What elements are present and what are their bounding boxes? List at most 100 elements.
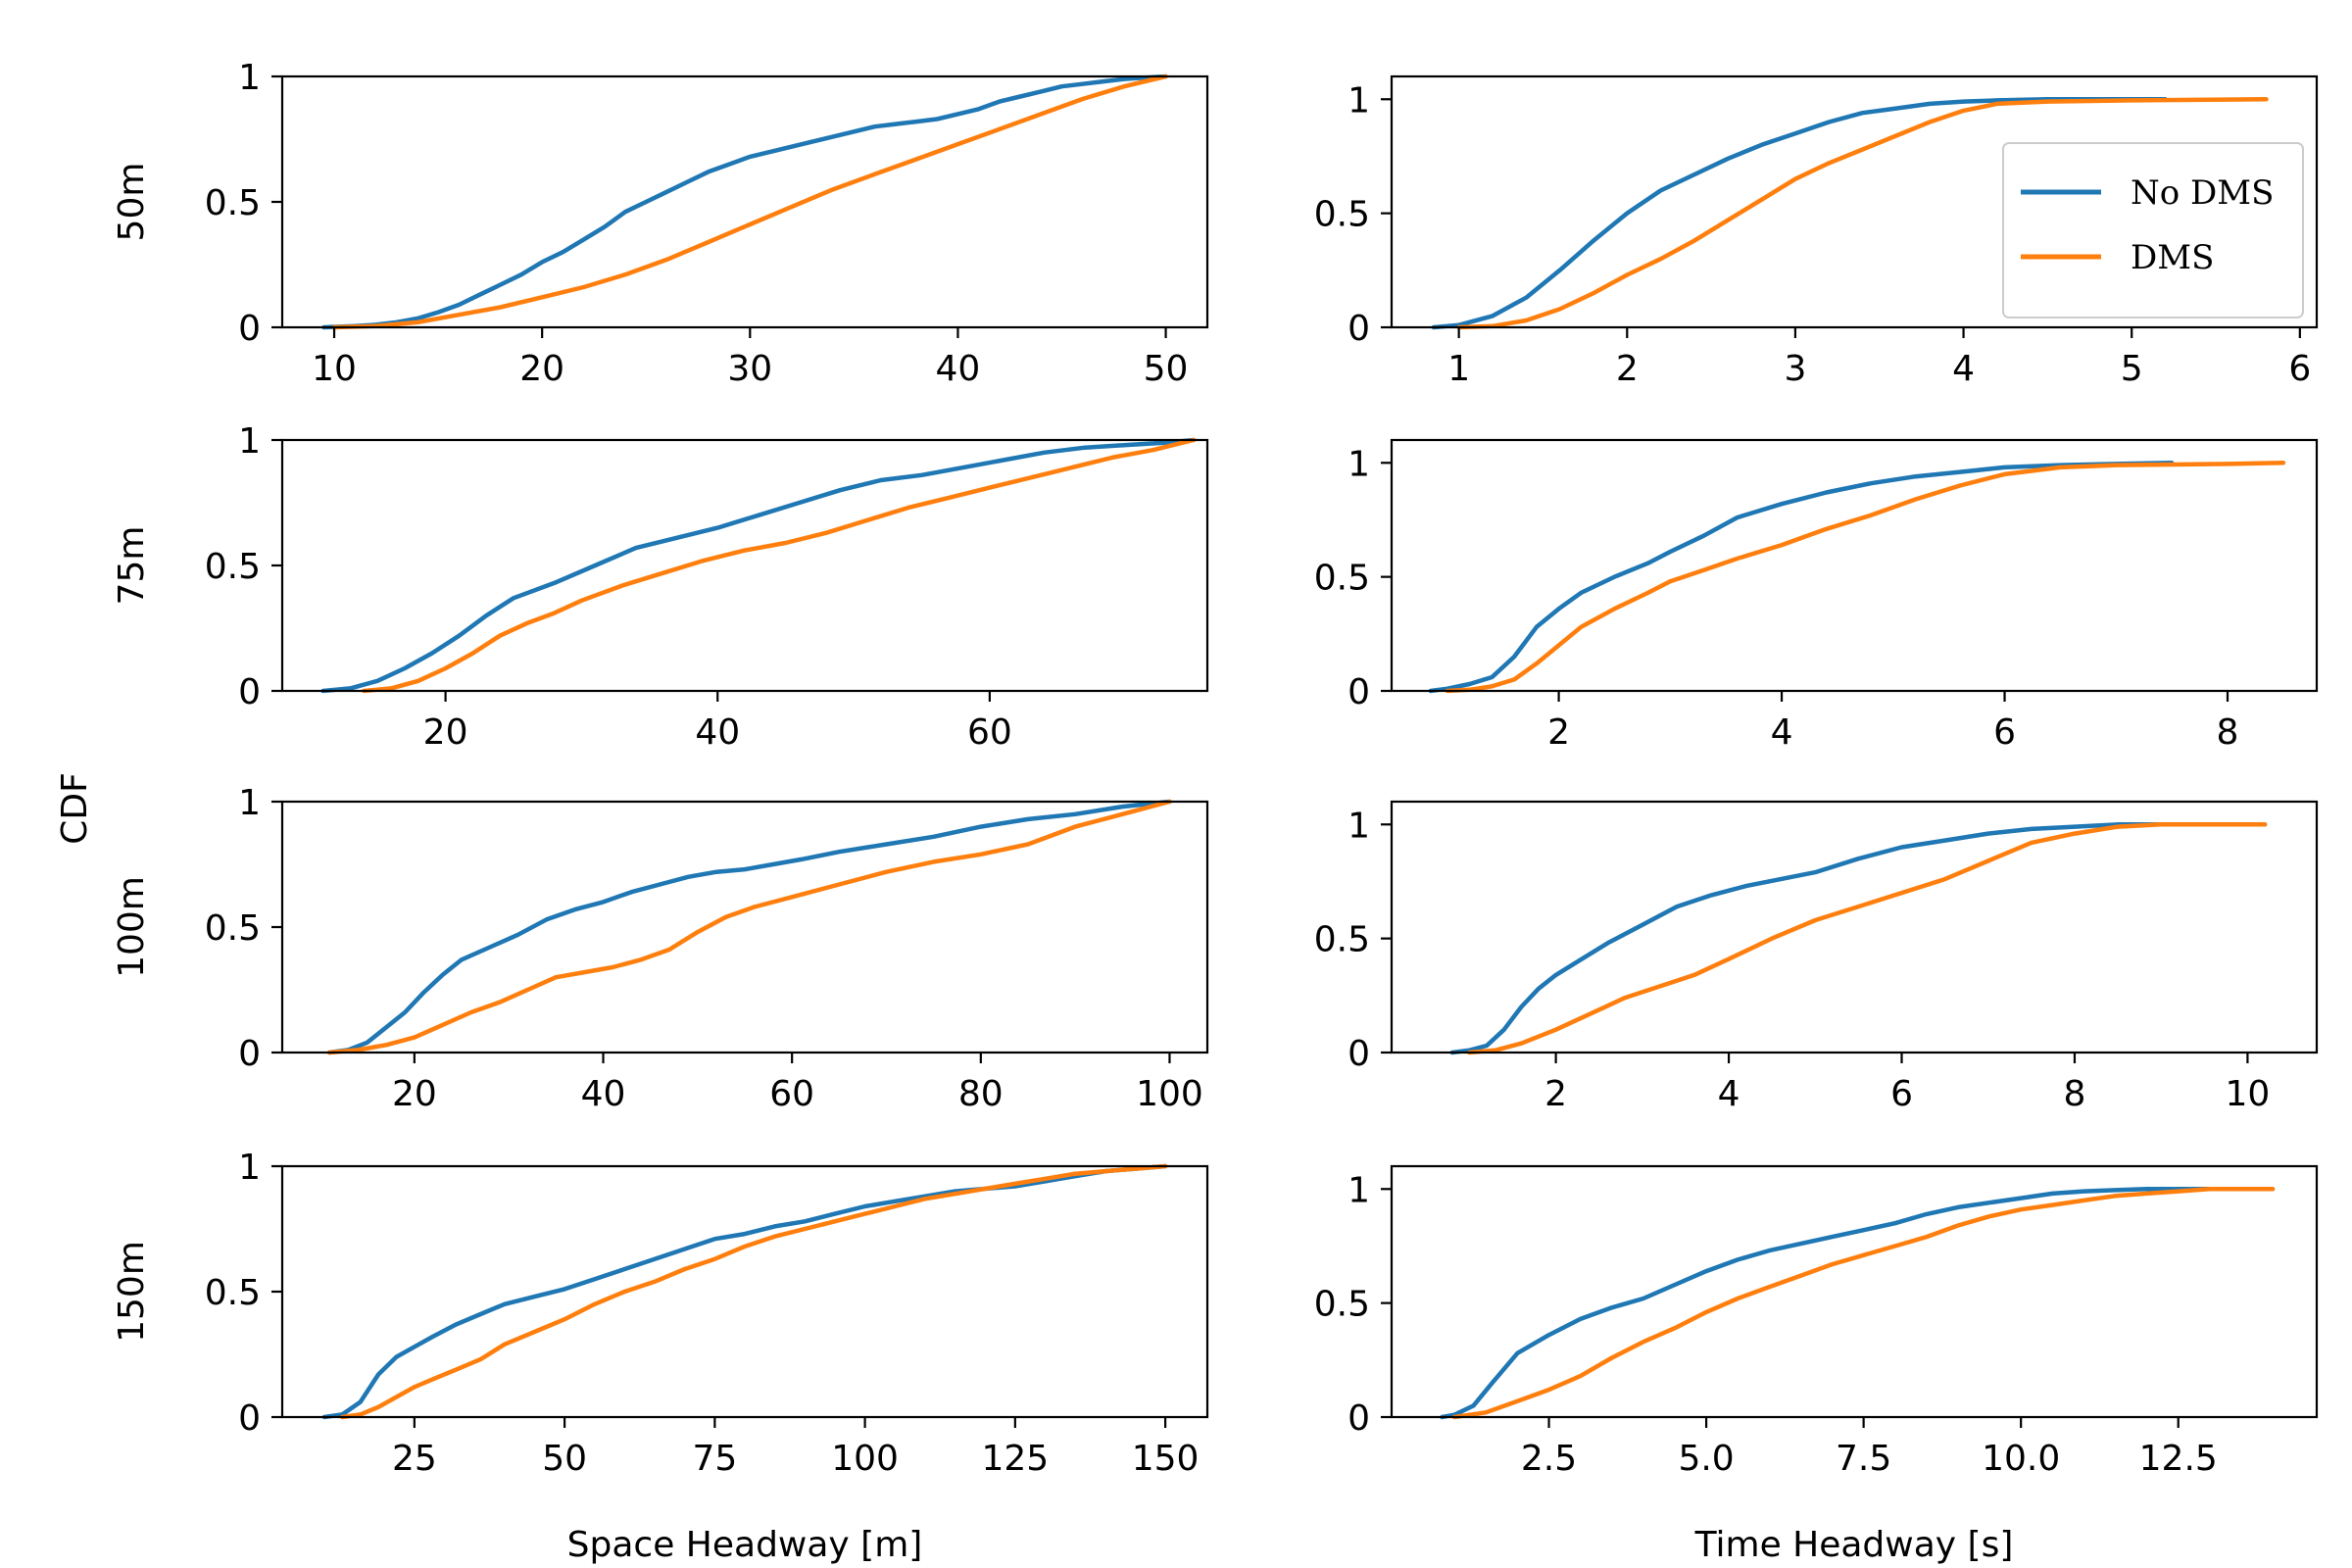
x-tick-label: 40 <box>581 1074 626 1114</box>
x-tick-label: 5.0 <box>1678 1439 1734 1479</box>
subplot-75m-space: 20 40 60 0 0.5 1 75m <box>112 421 1209 753</box>
y-axis-title: CDF <box>55 772 95 845</box>
subplot-100m-space: 20 40 60 80 100 0 0.5 1 100m <box>112 783 1209 1114</box>
axes-frame <box>280 74 1209 329</box>
y-tick-label: 0 <box>238 309 261 349</box>
y-tick-label: 0.5 <box>1314 195 1370 235</box>
row-label-150m: 150m <box>112 1241 152 1343</box>
x-axis-title-time: Time Headway [s] <box>1694 1525 2014 1565</box>
x-tick-label: 7.5 <box>1836 1439 1891 1479</box>
x-tick-label: 40 <box>936 349 981 389</box>
y-tick-label: 1 <box>1348 1170 1370 1210</box>
x-tick-label: 80 <box>958 1074 1004 1114</box>
axes-frame <box>280 438 1209 693</box>
y-tick-label: 0 <box>238 1398 261 1439</box>
series-line-no-dms-150m-time <box>1440 1187 2276 1420</box>
subplot-50m-space: 10 20 30 40 50 0 0.5 1 50m <box>112 58 1209 389</box>
x-tick-label: 4 <box>1718 1074 1740 1114</box>
x-tick-label: 10 <box>312 349 357 389</box>
y-tick-label: 1 <box>238 783 261 823</box>
x-tick-label: 5 <box>2121 349 2143 389</box>
series-line-dms-75m-time <box>1445 461 2286 694</box>
axes-frame <box>280 800 1209 1054</box>
x-tick-label: 2 <box>1547 712 1570 753</box>
series-line-dms-150m-time <box>1451 1187 2276 1420</box>
y-tick-label: 0.5 <box>1314 920 1370 960</box>
y-tick-label: 1 <box>238 421 261 462</box>
axes-frame <box>1390 438 2319 693</box>
axes-frame <box>1390 74 2319 329</box>
x-tick-label: 20 <box>519 349 564 389</box>
series-line-no-dms-100m-space <box>326 799 1172 1055</box>
subplot-50m-time: 1 2 3 4 5 6 0 0.5 1 No DMS DMS <box>1314 74 2319 389</box>
row-label-100m: 100m <box>112 876 152 978</box>
legend: No DMS DMS <box>2002 142 2304 318</box>
x-tick-label: 25 <box>392 1439 437 1479</box>
series-line-dms-150m-space <box>340 1163 1168 1420</box>
y-tick-label: 0 <box>238 672 261 712</box>
x-tick-label: 12.5 <box>2139 1439 2218 1479</box>
series-line-dms-50m-space <box>331 74 1168 330</box>
x-tick-label: 10.0 <box>1982 1439 2060 1479</box>
x-tick-label: 50 <box>1144 349 1189 389</box>
x-tick-label: 20 <box>423 712 468 753</box>
x-tick-label: 20 <box>392 1074 437 1114</box>
series-line-no-dms-150m-space <box>321 1163 1168 1420</box>
x-tick-label: 60 <box>769 1074 814 1114</box>
x-tick-label: 6 <box>1993 712 2016 753</box>
x-tick-label: 3 <box>1784 349 1806 389</box>
y-tick-label: 0.5 <box>205 1273 261 1313</box>
legend-label-dms: DMS <box>2131 238 2214 277</box>
y-tick-label: 0.5 <box>205 908 261 949</box>
axes-frame <box>1390 800 2319 1054</box>
series-line-dms-100m-time <box>1467 822 2268 1055</box>
y-tick-label: 1 <box>238 58 261 98</box>
row-label-75m: 75m <box>112 526 152 606</box>
x-tick-label: 2 <box>1616 349 1639 389</box>
series-line-dms-100m-space <box>326 799 1172 1055</box>
y-tick-label: 0.5 <box>205 547 261 587</box>
series-line-no-dms-75m-space <box>320 437 1197 694</box>
series-line-no-dms-100m-time <box>1449 822 2268 1055</box>
y-tick-label: 1 <box>1348 80 1370 121</box>
subplot-75m-time: 2 4 6 8 0 0.5 1 <box>1314 438 2319 753</box>
x-axis-title-space: Space Headway [m] <box>567 1525 923 1565</box>
x-tick-label: 6 <box>2288 349 2311 389</box>
x-tick-label: 8 <box>2064 1074 2086 1114</box>
x-tick-label: 50 <box>542 1439 587 1479</box>
x-tick-label: 30 <box>727 349 772 389</box>
x-tick-label: 125 <box>981 1439 1049 1479</box>
x-tick-label: 150 <box>1132 1439 1200 1479</box>
series-line-dms-50m-time <box>1456 97 2269 330</box>
series-line-no-dms-75m-time <box>1428 461 2175 694</box>
subplot-150m-space: 25 50 75 100 125 150 0 0.5 1 150m <box>112 1148 1209 1479</box>
x-tick-label: 75 <box>692 1439 737 1479</box>
y-tick-label: 0.5 <box>1314 559 1370 599</box>
x-tick-label: 40 <box>695 712 740 753</box>
y-tick-label: 0 <box>1348 309 1370 349</box>
x-tick-label: 8 <box>2217 712 2239 753</box>
subplot-100m-time: 2 4 6 8 10 0 0.5 1 <box>1314 800 2319 1114</box>
series-line-dms-75m-space <box>362 437 1197 694</box>
x-tick-label: 60 <box>967 712 1012 753</box>
y-tick-label: 1 <box>1348 444 1370 484</box>
y-tick-label: 0 <box>1348 672 1370 712</box>
x-tick-label: 100 <box>831 1439 899 1479</box>
y-tick-label: 1 <box>1348 806 1370 846</box>
x-tick-label: 4 <box>1771 712 1793 753</box>
x-tick-label: 2 <box>1544 1074 1567 1114</box>
series-line-no-dms-50m-time <box>1431 97 2168 330</box>
subplot-150m-time: 2.5 5.0 7.5 10.0 12.5 0 0.5 1 <box>1314 1164 2319 1479</box>
x-tick-label: 2.5 <box>1521 1439 1577 1479</box>
x-tick-label: 1 <box>1447 349 1470 389</box>
series-line-no-dms-50m-space <box>321 74 1168 330</box>
y-tick-label: 0 <box>1348 1034 1370 1074</box>
x-tick-label: 4 <box>1952 349 1975 389</box>
x-tick-label: 100 <box>1136 1074 1203 1114</box>
axes-frame <box>1390 1164 2319 1419</box>
legend-label-no-dms: No DMS <box>2131 173 2274 213</box>
y-tick-label: 0 <box>238 1034 261 1074</box>
axes-frame <box>280 1164 1209 1419</box>
